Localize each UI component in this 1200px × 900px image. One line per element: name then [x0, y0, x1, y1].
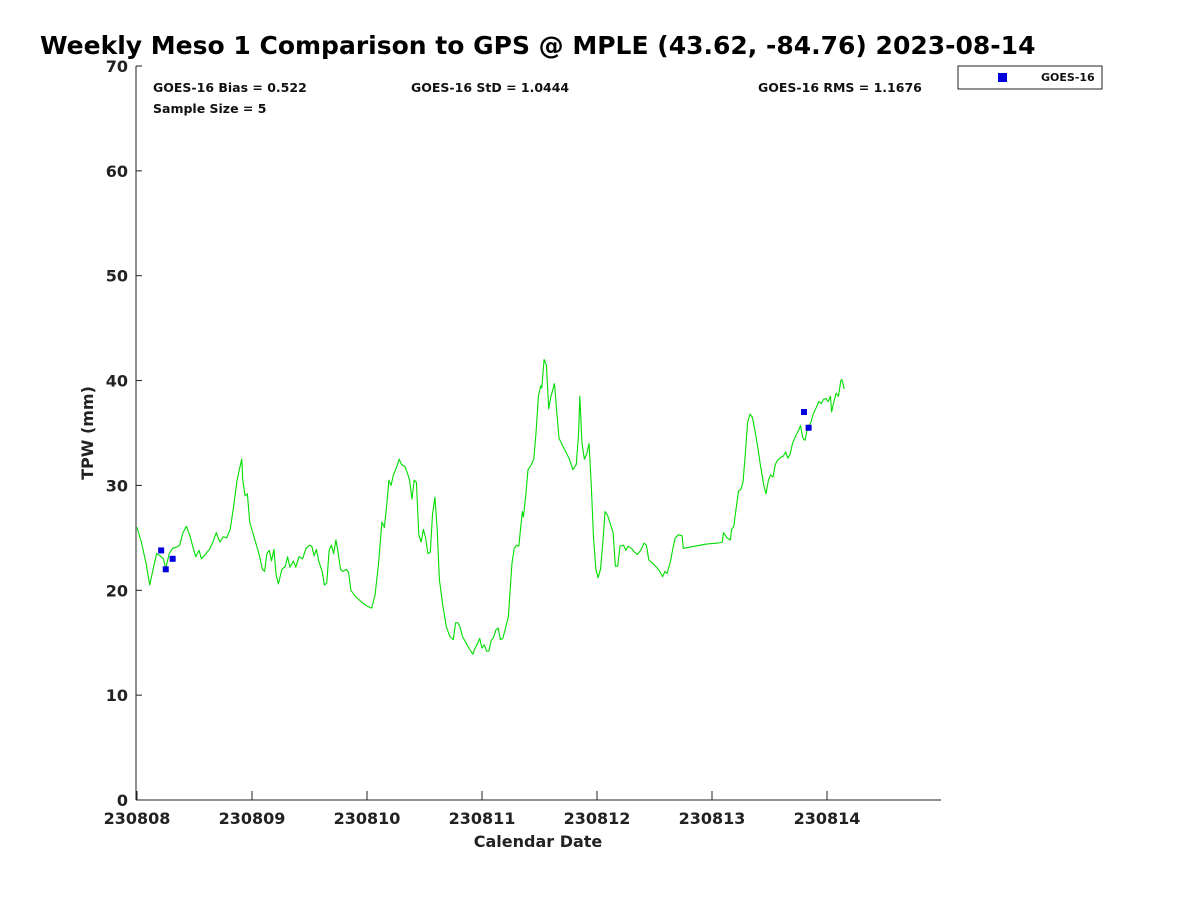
series-line-gps: [136, 359, 845, 655]
plot-area: [136, 66, 941, 800]
y-tick-label: 60: [106, 162, 128, 181]
legend-marker-goes16: [998, 73, 1007, 82]
stat-rms: GOES-16 RMS = 1.1676: [758, 80, 922, 95]
goes16-point: [158, 547, 165, 554]
tick-marks: [136, 65, 828, 801]
x-tick-label: 230811: [449, 809, 516, 828]
legend-box: [957, 65, 1103, 90]
stat-bias: GOES-16 Bias = 0.522: [153, 80, 307, 95]
y-tick-label: 10: [106, 686, 128, 705]
legend-label-goes16: GOES-16: [1041, 71, 1095, 84]
goes16-point: [805, 424, 812, 431]
x-tick-label: 230808: [104, 809, 171, 828]
y-tick-labels: 0 10 20 30 40 50 60 70: [106, 57, 128, 810]
series-layer: [136, 359, 845, 655]
x-tick-labels: 230808 230809 230810 230811 230812 230813 2308…: [104, 809, 861, 828]
goes16-point: [801, 409, 807, 416]
x-tick-label: 230814: [794, 809, 861, 828]
stat-std: GOES-16 StD = 1.0444: [411, 80, 569, 95]
y-tick-label: 70: [106, 57, 128, 76]
x-tick-label: 230813: [679, 809, 746, 828]
x-axis-label: Calendar Date: [474, 832, 603, 851]
x-tick-label: 230809: [219, 809, 286, 828]
y-tick-label: 50: [106, 267, 128, 286]
stat-sample-size: Sample Size = 5: [153, 101, 266, 116]
y-tick-label: 0: [117, 791, 128, 810]
chart-title: Weekly Meso 1 Comparison to GPS @ MPLE (…: [40, 31, 1035, 60]
goes16-point: [169, 555, 176, 562]
legend: GOES-16: [957, 65, 1103, 90]
y-tick-label: 30: [106, 476, 128, 495]
y-tick-label: 20: [106, 581, 128, 600]
x-tick-label: 230812: [564, 809, 631, 828]
x-tick-label: 230810: [334, 809, 401, 828]
y-axis-label: TPW (mm): [78, 386, 97, 480]
goes16-point: [162, 566, 169, 573]
y-tick-label: 40: [106, 372, 128, 391]
